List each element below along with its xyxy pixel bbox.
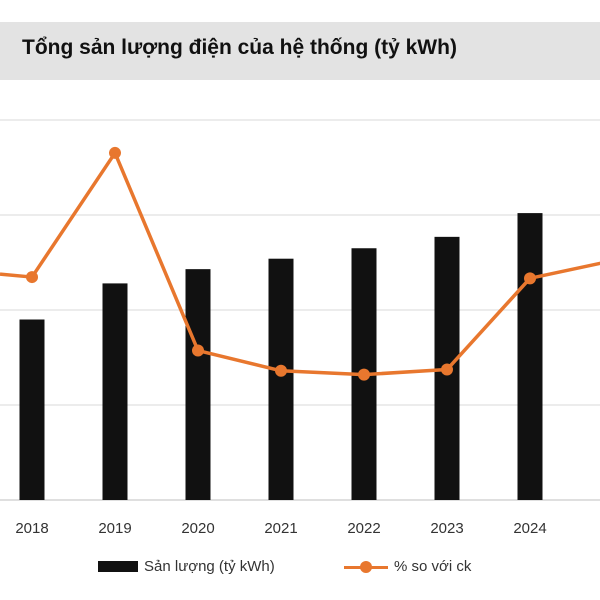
line-series [0,146,600,381]
x-axis-ticks: 201820192020202120222023202420 [15,520,546,537]
bar-2021 [268,258,294,500]
bar-2019 [102,283,128,500]
line-point-2020 [192,344,204,357]
bar-2020 [185,269,211,500]
legend-bar-swatch [98,561,138,572]
line-point-2021 [275,364,287,377]
line-point-2022 [358,368,370,381]
x-tick-label: 2020 [181,520,214,537]
chart-title: Tổng sản lượng điện của hệ thống (tỷ kWh… [22,36,457,59]
x-tick-label: 2022 [347,520,380,537]
x-tick-label: 2023 [430,520,463,537]
title-bar: Tổng sản lượng điện của hệ thống (tỷ kWh… [0,22,600,80]
legend-label-bars: Sản lượng (tỷ kWh) [144,558,275,575]
legend-item-bars: Sản lượng (tỷ kWh) [98,558,275,575]
legend-item-line: % so với ck [344,558,471,575]
legend-line-swatch [344,560,388,573]
gridlines [0,119,600,501]
legend-label-line: % so với ck [394,558,472,575]
x-tick-label: 2024 [513,520,546,537]
x-tick-label: 2018 [15,520,48,537]
x-tick-label: 2019 [98,520,131,537]
bars [19,213,543,500]
line-point-2018 [26,271,38,284]
x-tick-label: 2021 [264,520,297,537]
legend: Sản lượng (tỷ kWh) % so với ck [0,558,600,584]
line-path [0,151,600,377]
line-point-2024 [524,272,536,285]
bar-2018 [19,319,45,500]
line-point-2023 [441,363,453,376]
line-point-2019 [109,146,121,159]
bar-2024 [517,213,543,500]
